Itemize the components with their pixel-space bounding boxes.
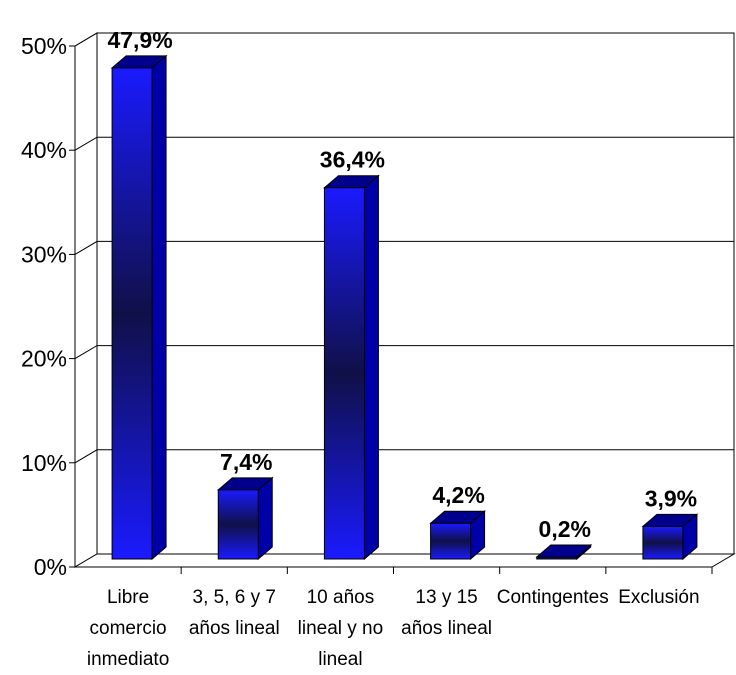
bar bbox=[431, 511, 485, 559]
plot-frame bbox=[75, 33, 734, 567]
y-tick-label: 50% bbox=[21, 33, 67, 59]
x-tick-label-line: comercio bbox=[90, 618, 167, 639]
side-wall bbox=[75, 33, 97, 567]
y-tick-label: 40% bbox=[21, 137, 67, 163]
bar bbox=[112, 56, 166, 559]
bar-front bbox=[324, 188, 364, 559]
data-label: 0,2% bbox=[539, 516, 591, 542]
x-tick-label-line: 13 y 15 bbox=[415, 587, 477, 608]
bar bbox=[643, 514, 697, 559]
y-tick-label: 30% bbox=[21, 241, 67, 267]
data-label: 47,9% bbox=[107, 27, 172, 53]
bar bbox=[218, 478, 272, 559]
x-tick-label-line: Exclusión bbox=[618, 587, 699, 608]
x-axis-ticks: Libre comercio inmediato 3, 5, 6 y 7 años li… bbox=[75, 567, 712, 670]
x-tick-label-line: lineal y no bbox=[298, 618, 384, 639]
bar bbox=[324, 176, 378, 559]
bar-front bbox=[112, 68, 152, 559]
y-tick-label: 10% bbox=[21, 450, 67, 476]
x-tick-label-line: Contingentes bbox=[497, 587, 609, 608]
y-axis-ticks: 0% 10% 20% 30% 40% 50% bbox=[21, 33, 75, 580]
bar-side bbox=[364, 176, 378, 559]
x-tick-label: Contingentes bbox=[497, 587, 609, 608]
bar-front bbox=[431, 523, 471, 559]
y-tick-label: 0% bbox=[34, 554, 67, 580]
x-tick-label: Libre comercio inmediato bbox=[87, 587, 169, 670]
back-wall bbox=[97, 33, 734, 554]
bar-front bbox=[537, 557, 577, 559]
x-tick-label: Exclusión bbox=[618, 587, 699, 608]
data-label: 36,4% bbox=[320, 147, 385, 173]
data-label: 7,4% bbox=[220, 449, 272, 475]
x-tick-label-line: lineal bbox=[318, 649, 362, 670]
x-tick-label: 10 años lineal y no lineal bbox=[298, 587, 384, 670]
bar-front bbox=[643, 526, 683, 559]
bar-front bbox=[218, 490, 258, 559]
y-tick-label: 20% bbox=[21, 346, 67, 372]
bar-side bbox=[258, 478, 272, 559]
x-tick-label-line: inmediato bbox=[87, 649, 169, 670]
x-tick-label-line: años lineal bbox=[401, 618, 492, 639]
x-tick-label: 3, 5, 6 y 7 años lineal bbox=[189, 587, 280, 639]
x-tick-label-line: Libre bbox=[107, 587, 149, 608]
x-tick-label-line: 10 años bbox=[307, 587, 375, 608]
x-tick-label: 13 y 15 años lineal bbox=[401, 587, 492, 639]
data-label: 4,2% bbox=[432, 482, 484, 508]
x-tick-label-line: años lineal bbox=[189, 618, 280, 639]
x-tick-label-line: 3, 5, 6 y 7 bbox=[193, 587, 276, 608]
data-label: 3,9% bbox=[645, 485, 697, 511]
floor bbox=[75, 554, 734, 567]
bar-side bbox=[152, 56, 166, 559]
